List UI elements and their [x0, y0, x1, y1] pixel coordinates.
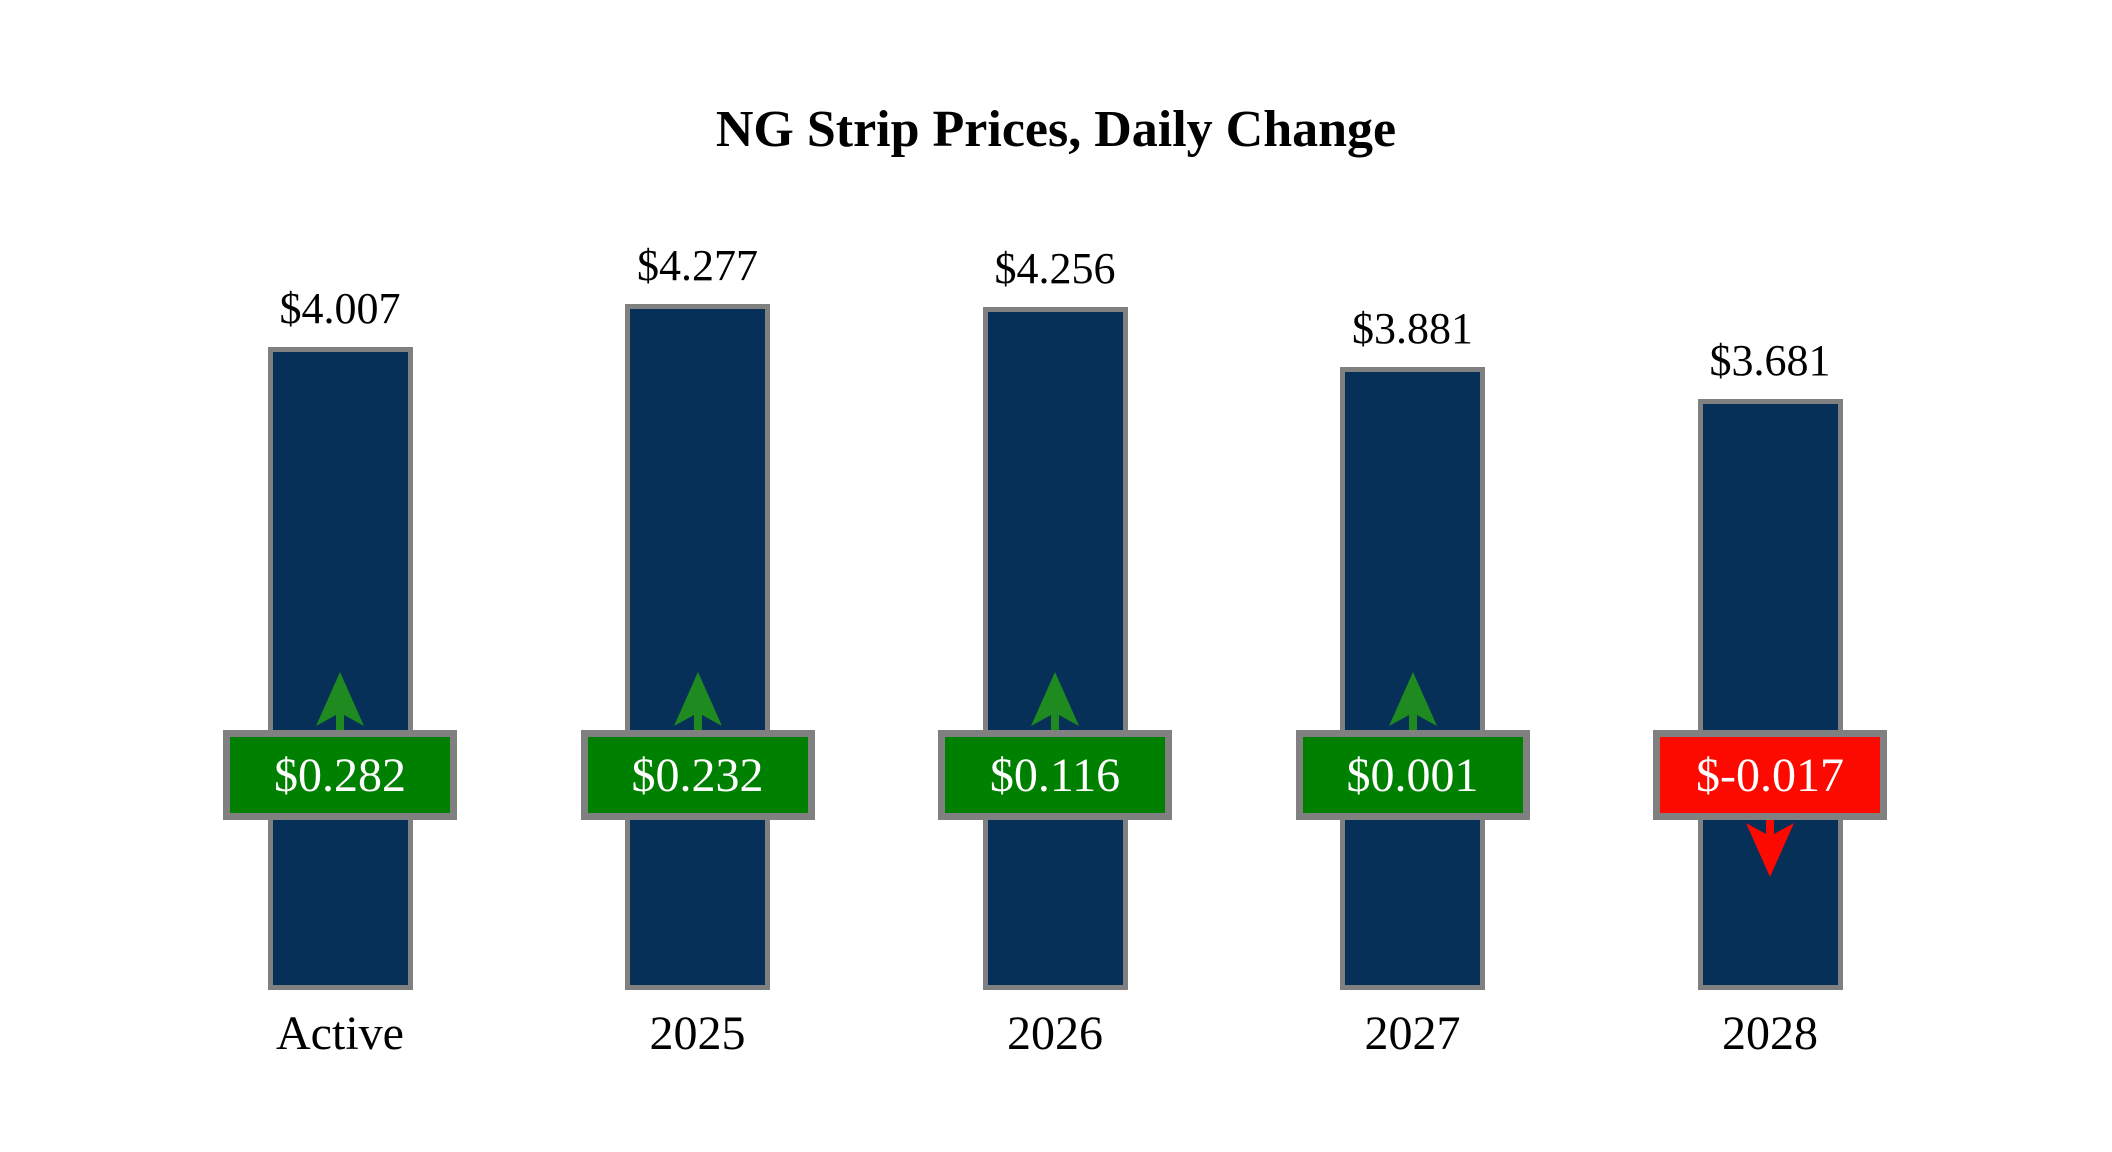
arrow-shape	[316, 672, 364, 730]
bar-value-label: $4.256	[994, 244, 1116, 293]
chart-title: NG Strip Prices, Daily Change	[715, 101, 1397, 158]
category-label: 2028	[1722, 1007, 1818, 1060]
bar	[1697, 399, 1843, 990]
bar	[982, 307, 1128, 990]
arrow-shape	[1746, 819, 1794, 877]
category-label: 2026	[1007, 1007, 1103, 1060]
bar	[267, 347, 413, 990]
change-arrow-icon	[1746, 819, 1794, 877]
bar-value-label: $3.681	[1709, 336, 1831, 385]
category-label: Active	[276, 1007, 404, 1060]
change-badge: $0.116	[938, 730, 1172, 820]
change-arrow-icon	[1031, 672, 1079, 730]
change-arrow-icon	[316, 672, 364, 730]
change-badge: $0.232	[580, 730, 815, 820]
arrow-shape	[1388, 672, 1437, 730]
arrow-shape	[673, 672, 722, 730]
bar-value-label: $4.007	[279, 284, 401, 333]
change-badge: $0.282	[223, 730, 457, 820]
category-label: 2027	[1364, 1007, 1461, 1060]
bar-value-label: $4.277	[637, 241, 758, 290]
category-label: 2025	[649, 1007, 746, 1060]
bar-value-label: $3.881	[1352, 304, 1473, 353]
change-badge: $0.001	[1295, 730, 1530, 820]
change-arrow-icon	[673, 672, 722, 730]
change-badge: $-0.017	[1653, 730, 1887, 820]
change-arrow-icon	[1388, 672, 1437, 730]
arrow-shape	[1031, 672, 1079, 730]
bar	[625, 304, 770, 990]
